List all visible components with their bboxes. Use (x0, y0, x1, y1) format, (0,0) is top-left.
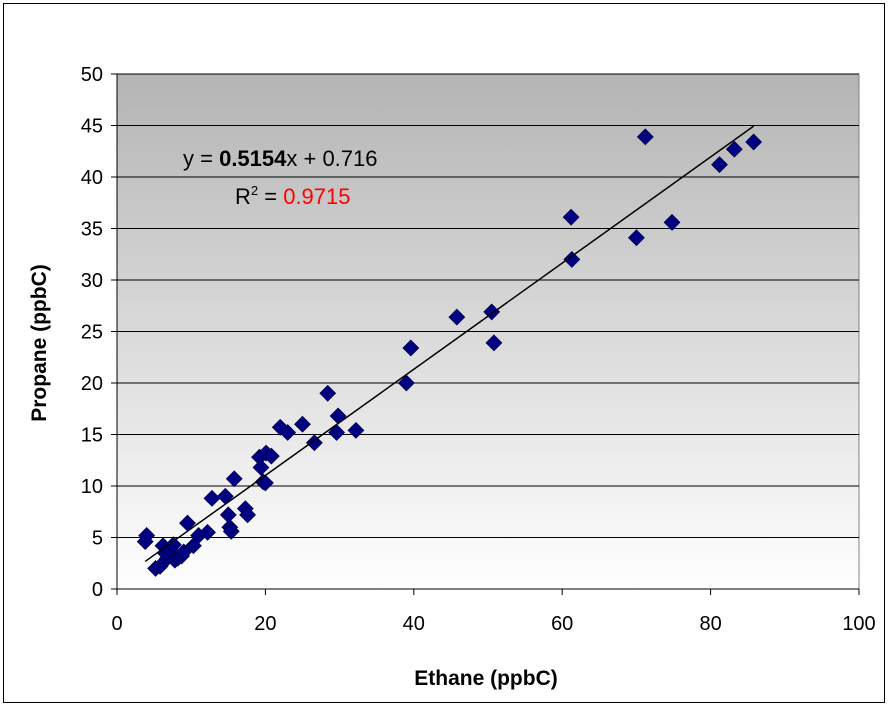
data-point (745, 133, 763, 151)
equation-slope: 0.5154 (219, 146, 287, 171)
gridlines (117, 73, 859, 538)
data-point (225, 470, 243, 488)
y-tick-label: 20 (81, 373, 103, 395)
trendline-equation: y = 0.5154x + 0.716 (183, 146, 378, 171)
data-point (262, 447, 280, 465)
data-point (279, 424, 297, 441)
x-tick-labels: 0 20 40 60 80 100 (111, 613, 875, 635)
y-tick-label: 30 (81, 270, 103, 292)
data-point (203, 489, 221, 507)
x-tick-label: 80 (699, 613, 721, 635)
data-points (136, 128, 763, 577)
y-tick-label: 10 (81, 476, 103, 498)
r2-superscript: 2 (251, 183, 258, 198)
r-squared-label: R2 = 0.9715 (235, 183, 351, 209)
y-tick-label: 5 (92, 528, 103, 550)
data-point (252, 459, 270, 476)
data-point (402, 339, 420, 357)
data-point (627, 229, 645, 247)
data-point (239, 506, 257, 524)
axes (111, 73, 860, 595)
x-tick-label: 60 (551, 613, 573, 635)
y-tick-label: 40 (81, 167, 103, 189)
x-tick-label: 100 (842, 613, 875, 635)
data-point (725, 140, 743, 158)
data-point (294, 415, 311, 433)
data-point (199, 523, 216, 541)
r2-value: 0.9715 (283, 184, 350, 209)
equation-suffix: x + 0.716 (286, 146, 377, 171)
data-point (328, 424, 346, 441)
data-point (319, 384, 337, 402)
r2-equals: = (258, 184, 283, 209)
trendline (144, 125, 755, 563)
data-point (397, 374, 415, 392)
y-tick-label: 0 (92, 579, 103, 601)
y-tick-labels: 0 5 10 15 20 25 30 35 40 45 50 (81, 64, 103, 601)
equation-prefix: y = (183, 146, 219, 171)
y-tick-label: 15 (81, 425, 103, 447)
data-point (636, 128, 654, 146)
data-point (485, 334, 503, 352)
r2-label: R (235, 184, 251, 209)
x-tick-label: 0 (111, 613, 122, 635)
y-tick-label: 50 (81, 64, 103, 86)
data-point (563, 250, 581, 268)
x-tick-label: 40 (403, 613, 425, 635)
y-tick-label: 45 (81, 116, 103, 138)
x-axis-title: Ethane (ppbC) (414, 667, 557, 690)
data-point (663, 213, 681, 231)
data-point (222, 522, 240, 540)
data-point (562, 208, 580, 226)
data-point (305, 434, 323, 452)
data-point (164, 536, 182, 554)
y-axis-title: Propane (ppbC) (28, 264, 51, 422)
x-tick-label: 20 (254, 613, 276, 635)
data-point (448, 308, 466, 326)
data-point (347, 421, 365, 439)
data-point (711, 156, 728, 174)
y-tick-label: 25 (81, 322, 103, 344)
y-tick-label: 35 (81, 219, 103, 241)
data-point (138, 527, 156, 544)
